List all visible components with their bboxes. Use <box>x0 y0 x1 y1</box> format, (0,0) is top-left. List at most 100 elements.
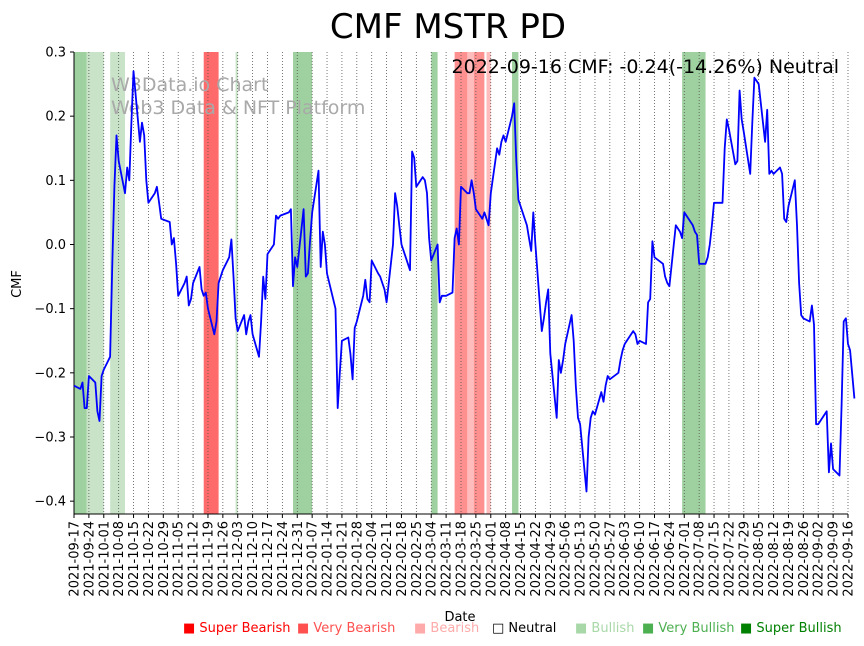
y-tick-label: 0.0 <box>45 238 66 253</box>
x-tick-label: 2022-07-08 <box>693 521 708 597</box>
band-very-bullish <box>431 52 438 514</box>
legend-swatch: ■ <box>575 621 592 636</box>
x-axis-ticks: 2021-09-17 2021-09-24 2021-10-01 2021-10-08… <box>68 514 857 597</box>
band-bullish <box>86 52 104 514</box>
x-tick-label: 2022-08-26 <box>797 521 812 597</box>
x-tick-label: 2021-11-19 <box>201 521 216 597</box>
x-tick-label: 2021-12-17 <box>261 521 276 597</box>
band-bearish <box>486 52 491 514</box>
vertical-gridlines <box>73 52 849 514</box>
x-tick-label: 2022-04-01 <box>484 521 499 597</box>
legend-label: Very Bearish <box>313 621 396 636</box>
band-bullish <box>110 52 126 514</box>
x-tick-label: 2022-05-13 <box>574 521 589 597</box>
x-tick-label: 2022-05-27 <box>603 521 618 597</box>
legend-swatch: ■ <box>642 621 659 636</box>
legend-item-super-bullish: ■ Super Bullish <box>740 621 842 636</box>
x-tick-label: 2021-10-22 <box>142 521 157 597</box>
x-tick-label: 2022-04-08 <box>499 521 514 597</box>
x-tick-label: 2022-04-22 <box>529 521 544 597</box>
x-tick-label: 2021-10-08 <box>112 521 127 597</box>
x-tick-label: 2022-07-01 <box>678 521 693 597</box>
cmf-series-line <box>73 70 856 493</box>
x-tick-label: 2021-11-05 <box>172 521 187 597</box>
x-tick-label: 2022-02-04 <box>365 521 380 597</box>
x-axis-label: Date <box>444 610 475 625</box>
x-tick-label: 2022-04-29 <box>544 521 559 597</box>
x-tick-label: 2022-01-21 <box>335 521 350 597</box>
x-tick-label: 2022-05-20 <box>588 521 603 597</box>
legend-item-very-bullish: ■ Very Bullish <box>642 621 734 636</box>
legend-label: Neutral <box>508 621 557 636</box>
x-tick-label: 2022-02-25 <box>410 521 425 597</box>
legend-swatch: □ <box>492 621 509 636</box>
x-tick-label: 2022-05-06 <box>559 521 574 597</box>
band-very-bullish <box>512 52 519 514</box>
latest-value-annotation: 2022-09-16 CMF: -0.24(-14.26%) Neutral <box>452 56 839 78</box>
legend-item-neutral: □ Neutral <box>492 621 556 636</box>
x-tick-label: 2022-08-05 <box>752 521 767 597</box>
x-tick-label: 2022-03-18 <box>455 521 470 597</box>
legend-swatch: ■ <box>740 621 757 636</box>
x-tick-label: 2022-03-25 <box>469 521 484 597</box>
y-tick-label: 0.3 <box>45 46 66 61</box>
band-super-bearish <box>203 52 219 514</box>
band-very-bullish <box>293 52 313 514</box>
x-tick-label: 2021-12-03 <box>231 521 246 597</box>
x-tick-label: 2022-09-16 <box>842 521 857 597</box>
legend-swatch: ■ <box>297 621 314 636</box>
x-tick-label: 2022-01-14 <box>321 521 336 597</box>
series-layer <box>73 70 856 493</box>
band-bearish <box>467 52 474 514</box>
legend-label: Bullish <box>591 621 635 636</box>
y-tick-label: 0.1 <box>45 174 66 189</box>
chart-title: CMF MSTR PD <box>330 7 566 47</box>
band-very-bearish <box>473 52 485 514</box>
x-tick-label: 2022-07-29 <box>737 521 752 597</box>
x-tick-label: 2022-04-15 <box>514 521 529 597</box>
y-axis-label: CMF <box>10 270 25 298</box>
x-tick-label: 2021-09-24 <box>82 521 97 597</box>
watermark-line-2: Web3 Data & NFT Platform <box>111 97 365 119</box>
legend-label: Bearish <box>430 621 480 636</box>
x-tick-label: 2021-11-26 <box>216 521 231 597</box>
x-tick-label: 2022-03-11 <box>440 521 455 597</box>
legend-swatch: ■ <box>414 621 431 636</box>
x-tick-label: 2021-11-12 <box>187 521 202 597</box>
band-bullish <box>235 52 238 514</box>
legend-label: Super Bullish <box>756 621 842 636</box>
x-tick-label: 2022-06-10 <box>633 521 648 597</box>
band-very-bullish <box>682 52 706 514</box>
x-tick-label: 2022-06-03 <box>618 521 633 597</box>
watermark-line-1: W3Data.io Chart <box>111 74 268 96</box>
x-tick-label: 2022-01-28 <box>350 521 365 597</box>
y-tick-label: −0.4 <box>34 495 66 510</box>
legend-item-very-bearish: ■ Very Bearish <box>297 621 395 636</box>
legend-label: Super Bearish <box>199 621 291 636</box>
x-tick-label: 2022-03-04 <box>425 521 440 597</box>
legend-swatch: ■ <box>183 621 200 636</box>
x-tick-label: 2022-09-09 <box>827 521 842 597</box>
x-tick-label: 2021-12-10 <box>246 521 261 597</box>
x-tick-label: 2021-10-15 <box>127 521 142 597</box>
x-tick-label: 2021-12-24 <box>276 521 291 597</box>
x-tick-label: 2022-01-07 <box>306 521 321 597</box>
y-tick-label: −0.2 <box>34 366 66 381</box>
x-tick-label: 2022-06-17 <box>648 521 663 597</box>
x-tick-label: 2021-10-29 <box>157 521 172 597</box>
x-tick-label: 2021-10-01 <box>97 521 112 597</box>
x-tick-label: 2022-02-18 <box>395 521 410 597</box>
x-tick-label: 2022-08-19 <box>782 521 797 597</box>
x-tick-label: 2022-07-15 <box>708 521 723 597</box>
signal-legend: ■ Super Bearish ■ Very Bearish ■ Bearish □ … <box>0 621 864 641</box>
x-tick-label: 2022-08-12 <box>767 521 782 597</box>
x-tick-label: 2021-09-17 <box>68 521 83 597</box>
y-tick-label: 0.2 <box>45 110 66 125</box>
legend-item-bearish: ■ Bearish <box>414 621 479 636</box>
x-tick-label: 2022-06-24 <box>663 521 678 597</box>
x-tick-label: 2022-07-22 <box>722 521 737 597</box>
y-axis-ticks: −0.4 −0.3 −0.2 −0.1 0.0 0.1 0.2 0.3 <box>34 46 74 510</box>
signal-bands <box>74 52 706 514</box>
x-tick-label: 2022-02-11 <box>380 521 395 597</box>
